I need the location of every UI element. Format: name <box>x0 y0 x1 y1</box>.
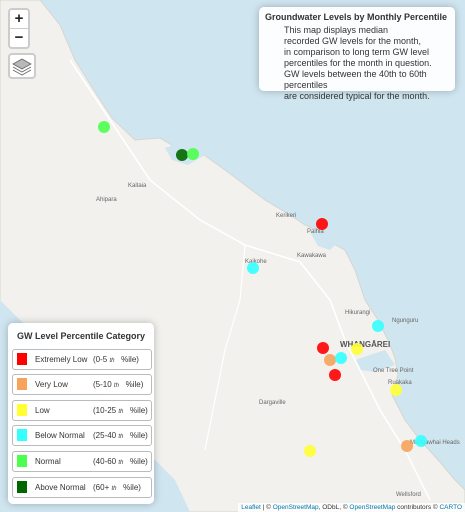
place-whangarei: WHANGĀREI <box>340 340 391 349</box>
info-line: GW levels between the 40th to 60th perce… <box>284 69 427 90</box>
legend-swatch <box>17 404 27 416</box>
legend-title: GW Level Percentile Category <box>17 331 146 341</box>
place-kawakawa: Kawakawa <box>297 253 327 259</box>
site-marker-below-normal[interactable] <box>415 435 427 447</box>
place-ngunguru: Ngunguru <box>392 318 419 324</box>
site-marker-low[interactable] <box>304 445 316 457</box>
site-marker-below-normal[interactable] <box>335 352 347 364</box>
zoom-control: + − <box>8 8 30 49</box>
road-sh1 <box>69 59 431 501</box>
legend-swatch <box>17 353 27 365</box>
site-marker-low[interactable] <box>351 343 363 355</box>
place-wellsford: Wellsford <box>396 492 421 498</box>
place-kaitaia: Kaitaia <box>128 183 147 189</box>
info-panel: Groundwater Levels by Monthly Percentile… <box>259 7 455 101</box>
info-line: recorded GW levels for the month, <box>284 36 422 46</box>
info-title: Groundwater Levels by Monthly Percentile <box>265 12 448 22</box>
site-marker-normal[interactable] <box>187 148 199 160</box>
legend-swatch <box>17 429 27 441</box>
legend-item-above-normal: Above Normal (60+ th %ile) <box>12 477 152 498</box>
leaflet-link[interactable]: Leaflet <box>241 504 261 511</box>
site-marker-very-low[interactable] <box>324 354 336 366</box>
legend-range: (0-5 th %ile) <box>93 355 139 364</box>
harbour-whangarei <box>355 350 395 372</box>
attribution-text: | © <box>260 504 273 511</box>
site-marker-above-normal[interactable] <box>176 149 188 161</box>
info-body: This map displays median recorded GW lev… <box>265 25 449 102</box>
place-dargaville: Dargaville <box>259 400 286 406</box>
info-line: This map displays median <box>284 25 389 35</box>
zoom-in-button[interactable]: + <box>10 10 28 29</box>
site-marker-normal[interactable] <box>98 121 110 133</box>
zoom-out-button[interactable]: − <box>14 29 24 46</box>
legend-label: Very Low <box>35 380 68 389</box>
info-line: percentiles for the month in question. <box>284 58 432 68</box>
map-attribution: Leaflet | © OpenStreetMap, ODbL, © OpenS… <box>238 503 465 512</box>
place-ruakaka: Ruakaka <box>388 380 412 386</box>
site-marker-extremely-low[interactable] <box>317 342 329 354</box>
place-kerikeri: Kerikeri <box>276 213 297 219</box>
place-paihia: Paihia <box>307 229 324 235</box>
legend-item-normal: Normal (40-60 th %ile) <box>12 451 152 472</box>
layers-button[interactable] <box>8 53 36 79</box>
road-west <box>204 244 246 451</box>
legend-item-low: Low (10-25 th %ile) <box>12 400 152 421</box>
site-marker-below-normal[interactable] <box>372 320 384 332</box>
place-mangawhai-heads: Mangawhai Heads <box>410 440 460 446</box>
legend-label: Above Normal <box>35 483 86 492</box>
legend-range: (25-40 th %ile) <box>93 431 148 440</box>
osm-link[interactable]: OpenStreetMap <box>349 504 396 511</box>
legend-range: (60+ th %ile) <box>93 483 141 492</box>
legend-swatch <box>17 455 27 467</box>
layers-icon <box>12 58 32 76</box>
info-line: in comparison to long term GW level <box>284 47 430 57</box>
site-marker-below-normal[interactable] <box>247 262 259 274</box>
legend-swatch <box>17 378 27 390</box>
harbour <box>310 228 340 250</box>
site-marker-very-low[interactable] <box>401 440 413 452</box>
attribution-text: , ODbL, © <box>318 504 350 511</box>
legend-range: (40-60 th %ile) <box>93 457 148 466</box>
legend-item-extremely-low: Extremely Low (0-5 th %ile) <box>12 349 152 370</box>
place-hikurangi: Hikurangi <box>345 310 371 316</box>
attribution-text: contributors © <box>395 504 440 511</box>
place-one-tree-point: One Tree Point <box>373 368 414 374</box>
site-marker-low[interactable] <box>390 384 402 396</box>
site-marker-extremely-low[interactable] <box>329 369 341 381</box>
info-line: are considered typical for the month. <box>284 91 430 101</box>
legend-range: (5-10 th %ile) <box>93 380 144 389</box>
legend-range: (10-25 th %ile) <box>93 406 148 415</box>
legend-label: Normal <box>35 457 61 466</box>
osm-link[interactable]: OpenStreetMap <box>272 504 319 511</box>
legend-item-below-normal: Below Normal (25-40 th %ile) <box>12 425 152 446</box>
place-ahipara: Ahipara <box>96 197 117 203</box>
legend-label: Low <box>35 406 50 415</box>
legend-label: Below Normal <box>35 431 85 440</box>
legend-label: Extremely Low <box>35 355 88 364</box>
legend-item-very-low: Very Low (5-10 th %ile) <box>12 374 152 395</box>
carto-link[interactable]: CARTO <box>439 504 462 511</box>
legend-swatch <box>17 481 27 493</box>
legend: GW Level Percentile Category Extremely L… <box>8 323 154 504</box>
site-marker-extremely-low[interactable] <box>316 218 328 230</box>
